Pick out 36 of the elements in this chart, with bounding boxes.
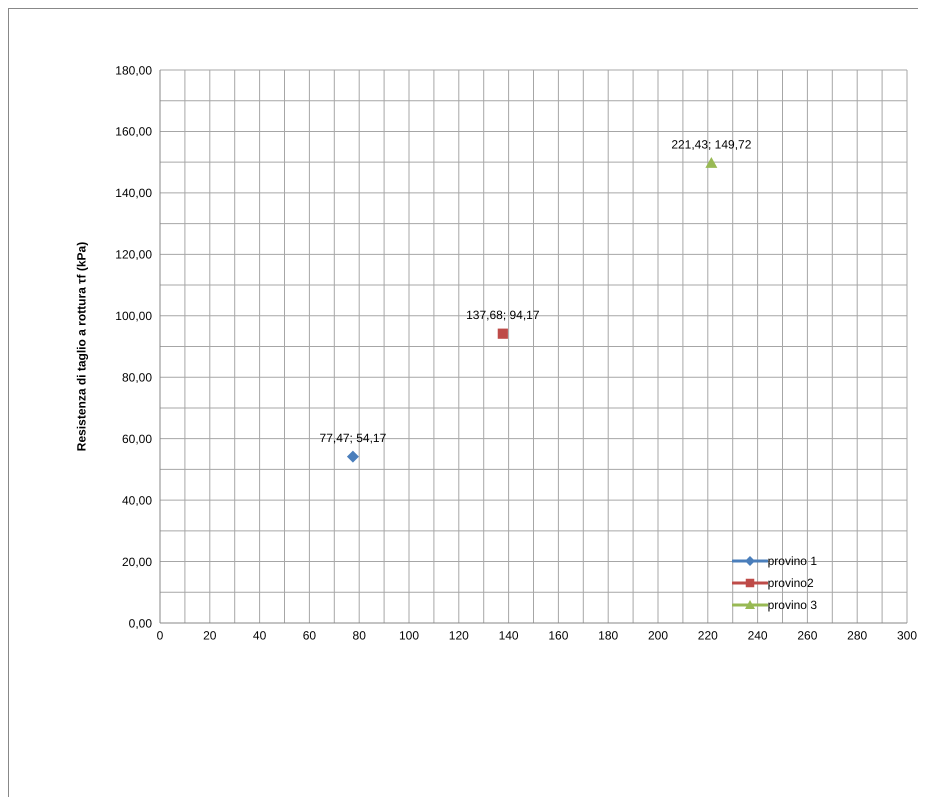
- y-tick-label: 0,00: [128, 616, 152, 630]
- y-tick-label: 120,00: [115, 248, 152, 262]
- x-tick-label: 0: [156, 628, 164, 643]
- x-tick-label: 40: [252, 628, 267, 643]
- y-tick-label: 20,00: [122, 554, 152, 569]
- x-tick-label: 280: [847, 628, 868, 643]
- point: [705, 157, 718, 168]
- y-tick-label: 140,00: [115, 186, 152, 200]
- legend-label: provino2: [768, 576, 814, 590]
- y-tick-label: 160,00: [115, 124, 152, 139]
- x-tick-label: 100: [398, 628, 420, 643]
- x-tick-label: 20: [203, 628, 217, 643]
- x-tick-label: 80: [352, 628, 366, 643]
- x-tick-label: 140: [498, 628, 519, 643]
- x-tick-label: 200: [648, 628, 668, 643]
- y-tick-label: 100,00: [115, 309, 152, 324]
- x-tick-label: 260: [797, 628, 818, 643]
- legend-label: provino 1: [768, 554, 817, 568]
- data-label: 137,68; 94,17: [466, 308, 540, 322]
- y-axis-title: Resistenza di taglio a rottura τf (kPa): [74, 242, 88, 452]
- point: [346, 450, 359, 463]
- data-label: 77,47; 54,17: [320, 431, 387, 446]
- x-tick-label: 220: [698, 628, 718, 643]
- y-tick-label: 180,00: [115, 63, 152, 78]
- y-tick-label: 60,00: [122, 432, 152, 446]
- legend-label: provino 3: [768, 598, 817, 612]
- data-label: 221,43; 149,72: [671, 138, 752, 152]
- x-tick-label: 300: [896, 628, 918, 643]
- x-tick-label: 180: [598, 628, 619, 643]
- y-tick-label: 80,00: [122, 370, 152, 384]
- point: [498, 328, 508, 339]
- x-tick-label: 160: [548, 628, 569, 643]
- x-tick-label: 60: [302, 628, 316, 643]
- x-tick-label: 240: [748, 628, 768, 643]
- y-tick-label: 40,00: [122, 493, 152, 508]
- x-tick-label: 120: [448, 628, 470, 643]
